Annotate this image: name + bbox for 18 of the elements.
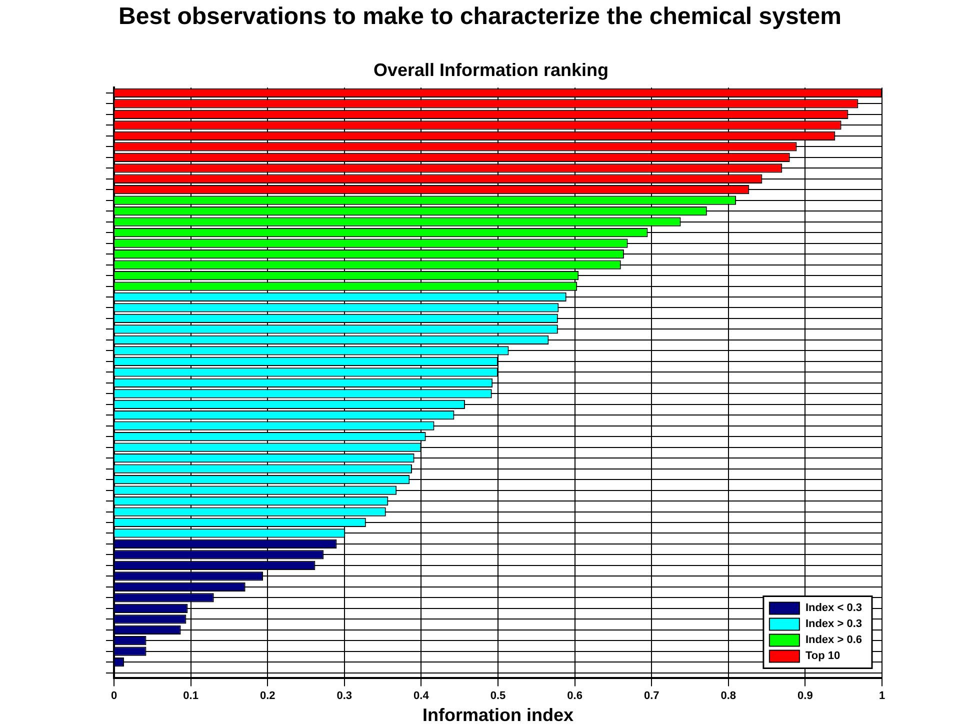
legend-label: Top 10 xyxy=(805,650,840,662)
x-axis-title: Information index xyxy=(422,705,574,726)
x-tick-label: 0 xyxy=(110,690,118,702)
chart-title: Best observations to make to characterize the chemical system xyxy=(118,2,842,31)
x-tick-label: 0.9 xyxy=(798,690,813,702)
chart-subtitle: Overall Information ranking xyxy=(373,60,609,80)
x-tick-label: 0.2 xyxy=(260,690,276,702)
x-tick-label: 0.4 xyxy=(414,690,430,702)
legend-label: Index > 0.3 xyxy=(805,618,862,630)
x-tick-label: 0.3 xyxy=(336,690,352,702)
x-tick-label: 0.5 xyxy=(490,690,506,702)
legend-label: Index < 0.3 xyxy=(805,602,862,614)
x-tick-label: 0.8 xyxy=(720,690,736,702)
legend-label: Index > 0.6 xyxy=(805,634,862,646)
x-tick-label: 0.7 xyxy=(644,690,660,702)
x-tick-label: 0.6 xyxy=(567,690,582,702)
x-tick-label: 0.1 xyxy=(183,690,198,702)
x-tick-label: 1 xyxy=(878,690,886,702)
